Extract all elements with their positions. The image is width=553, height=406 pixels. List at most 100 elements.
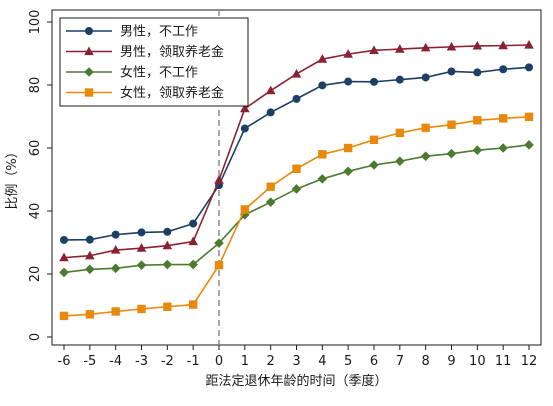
x-tick-label: 8 xyxy=(422,354,430,369)
data-point-3 xyxy=(498,143,508,153)
data-point-1 xyxy=(111,230,120,239)
x-axis-label: 距法定退休年龄的时间（季度） xyxy=(205,373,387,389)
series-line-3 xyxy=(63,144,530,274)
data-point-4 xyxy=(473,116,482,125)
data-point-3 xyxy=(369,160,379,170)
data-point-4 xyxy=(395,128,405,138)
data-point-3 xyxy=(188,259,198,270)
data-point-3 xyxy=(291,184,302,194)
data-point-4 xyxy=(343,143,353,153)
data-point-2 xyxy=(524,39,534,49)
data-point-2 xyxy=(317,54,328,63)
data-point-2 xyxy=(291,68,302,78)
y-tick-label: 0 xyxy=(28,333,43,341)
data-point-4 xyxy=(85,310,95,319)
y-tick-label: 100 xyxy=(28,10,43,35)
x-tick-label: -2 xyxy=(161,354,174,369)
data-point-2 xyxy=(214,175,224,184)
data-point-2 xyxy=(472,40,483,50)
data-point-1 xyxy=(421,73,430,82)
data-point-1 xyxy=(525,63,533,72)
x-tick-label: 1 xyxy=(241,354,249,369)
data-point-2 xyxy=(420,42,431,52)
data-point-1 xyxy=(370,77,378,86)
data-point-2 xyxy=(498,40,508,50)
data-point-4 xyxy=(111,307,120,316)
data-point-3 xyxy=(59,267,69,278)
x-tick-label: 6 xyxy=(370,354,378,369)
data-point-4 xyxy=(318,150,327,159)
data-point-4 xyxy=(524,112,534,122)
data-point-1 xyxy=(395,75,404,84)
data-point-2 xyxy=(110,245,121,254)
data-point-2 xyxy=(240,103,250,113)
data-point-3 xyxy=(343,166,353,177)
data-point-1 xyxy=(85,235,94,244)
data-point-3 xyxy=(136,260,147,270)
data-point-1 xyxy=(137,228,146,237)
legend-marker-2 xyxy=(84,46,94,56)
data-point-4 xyxy=(421,123,430,133)
x-tick-label: 3 xyxy=(292,354,300,369)
data-point-1 xyxy=(473,68,482,77)
data-point-1 xyxy=(163,227,172,236)
data-point-1 xyxy=(266,108,275,117)
data-point-3 xyxy=(420,151,431,161)
data-point-4 xyxy=(447,120,456,129)
data-point-2 xyxy=(446,41,457,51)
data-point-2 xyxy=(85,250,95,260)
data-point-3 xyxy=(472,145,483,156)
data-point-4 xyxy=(240,205,250,214)
data-point-2 xyxy=(162,240,173,250)
data-point-4 xyxy=(137,304,146,314)
data-point-3 xyxy=(110,263,121,274)
legend-label-2: 男性，领取养老金 xyxy=(120,44,224,60)
data-point-1 xyxy=(344,77,353,86)
x-tick-label: 10 xyxy=(469,354,486,369)
data-point-3 xyxy=(265,197,276,207)
y-tick-label: 20 xyxy=(28,266,43,283)
y-tick-label: 60 xyxy=(28,140,43,157)
data-point-4 xyxy=(163,302,172,311)
data-point-2 xyxy=(136,243,147,252)
data-point-4 xyxy=(292,164,301,173)
x-tick-label: 11 xyxy=(495,354,512,369)
data-point-2 xyxy=(188,236,198,246)
data-point-1 xyxy=(240,124,249,133)
y-axis-label: 比例（%） xyxy=(5,145,20,209)
data-point-1 xyxy=(447,67,456,76)
data-point-1 xyxy=(60,235,68,244)
data-point-2 xyxy=(59,252,69,262)
data-point-4 xyxy=(369,135,379,145)
legend-marker-3 xyxy=(84,67,94,77)
x-tick-label: 9 xyxy=(447,354,455,369)
data-point-3 xyxy=(162,259,173,270)
x-tick-label: 0 xyxy=(215,354,223,369)
data-point-2 xyxy=(369,45,379,54)
data-point-3 xyxy=(524,140,534,150)
legend-marker-1 xyxy=(85,27,93,35)
x-tick-label: -3 xyxy=(135,354,148,369)
x-tick-label: -4 xyxy=(109,354,122,369)
series-line-4 xyxy=(63,116,530,317)
data-point-4 xyxy=(59,311,69,321)
data-point-4 xyxy=(498,114,508,123)
data-point-3 xyxy=(446,148,457,159)
data-point-1 xyxy=(318,81,327,90)
data-point-4 xyxy=(188,300,198,309)
data-point-4 xyxy=(266,182,275,191)
data-point-1 xyxy=(292,94,301,103)
data-point-3 xyxy=(395,156,405,167)
x-tick-label: -1 xyxy=(187,354,200,369)
data-point-3 xyxy=(214,238,224,248)
legend-marker-4 xyxy=(84,88,94,97)
data-point-1 xyxy=(189,219,198,228)
x-tick-label: -6 xyxy=(58,354,71,369)
data-point-1 xyxy=(499,65,508,74)
data-point-3 xyxy=(317,174,328,184)
data-point-2 xyxy=(265,85,276,95)
x-tick-label: 5 xyxy=(344,354,352,369)
y-tick-label: 40 xyxy=(28,203,43,220)
x-tick-label: -5 xyxy=(83,354,96,369)
